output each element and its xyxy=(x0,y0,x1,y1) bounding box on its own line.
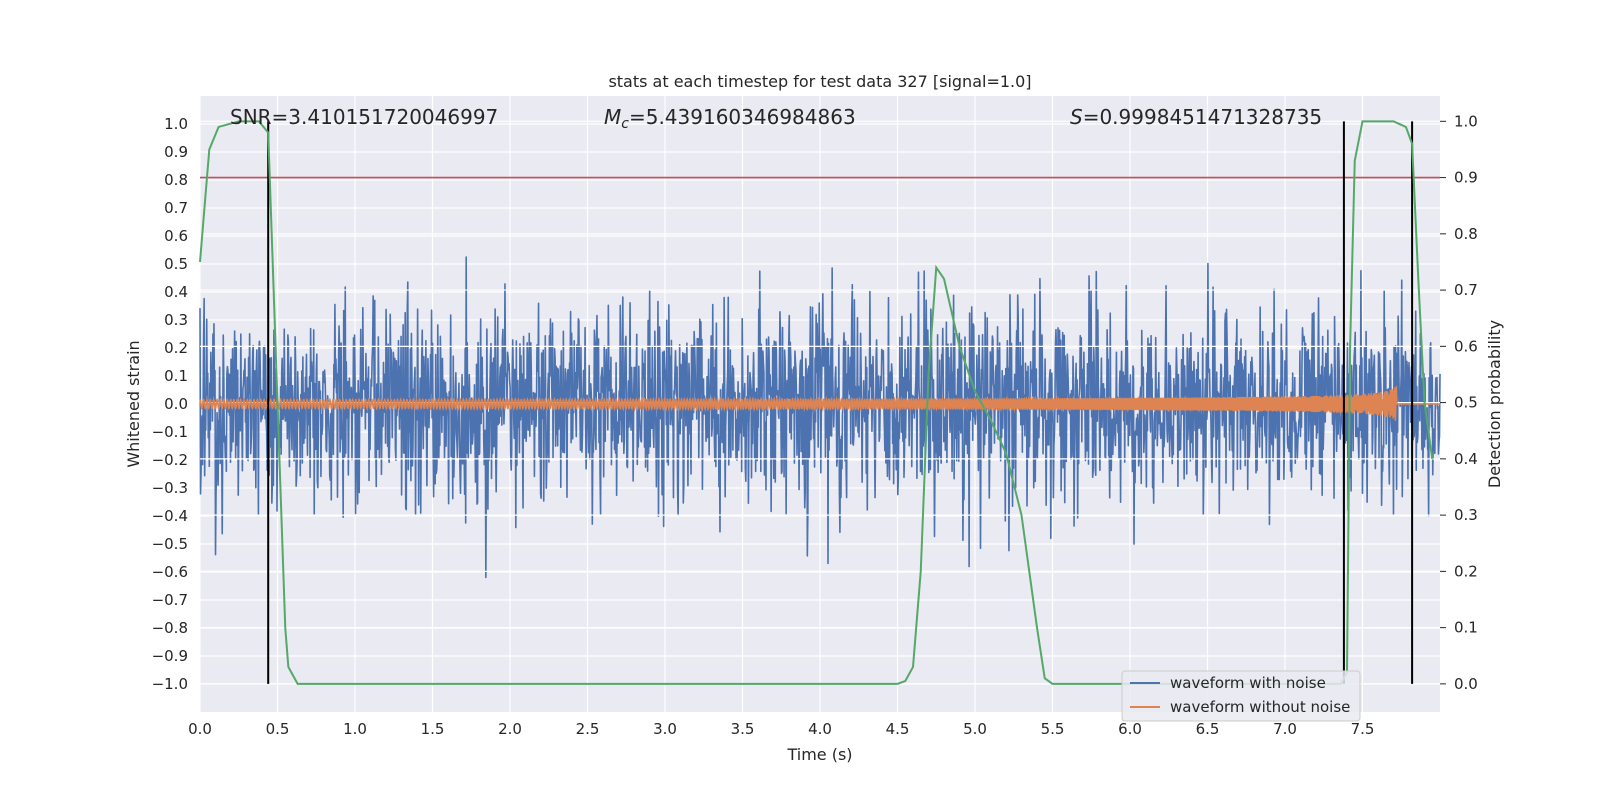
y-tick-label: 0.9 xyxy=(164,143,188,161)
x-tick-label: 4.5 xyxy=(886,720,910,738)
x-tick-label: 3.0 xyxy=(653,720,677,738)
x-tick-label: 7.5 xyxy=(1351,720,1375,738)
y-tick-label: −0.8 xyxy=(152,619,188,637)
y-tick-label: 1.0 xyxy=(164,115,188,133)
x-tick-label: 1.0 xyxy=(343,720,367,738)
x-tick-label: 5.0 xyxy=(963,720,987,738)
legend-box xyxy=(1121,670,1361,722)
right-tick-label: 0.5 xyxy=(1454,394,1478,412)
right-tick-label: 0.8 xyxy=(1454,225,1478,243)
x-tick-label: 5.5 xyxy=(1041,720,1065,738)
y-tick-label: −0.4 xyxy=(152,507,188,525)
legend-label-clean: waveform without noise xyxy=(1170,698,1350,716)
y-tick-label: 0.7 xyxy=(164,199,188,217)
x-axis-label: Time (s) xyxy=(786,745,852,764)
y-tick-label: −0.7 xyxy=(152,591,188,609)
x-axis-ticks: 0.0 0.5 1.0 1.5 2.0 2.5 3.0 3.5 4.0 4.5 5.0 5.5 6.0 6… xyxy=(188,720,1374,738)
y-axis-ticks: 1.0 0.9 0.8 0.7 0.6 0.5 0.4 0.3 0.2 0.1 0.0 −0.1 −0.… xyxy=(152,115,188,693)
right-axis-ticks: 1.0 0.9 0.8 0.7 0.6 0.5 0.4 0.3 0.2 0.1 0.0 xyxy=(1440,112,1478,693)
series-waveform-with-noise xyxy=(199,256,1441,579)
chart-title: stats at each timestep for test data 327… xyxy=(608,72,1031,91)
snr-annotation: SNR=3.410151720046997 xyxy=(230,105,498,129)
y-tick-label: 0.0 xyxy=(164,395,188,413)
y-tick-label: −0.9 xyxy=(152,647,188,665)
x-tick-label: 6.5 xyxy=(1196,720,1220,738)
legend: waveform with noise waveform without noi… xyxy=(1121,670,1361,722)
y-tick-label: 0.8 xyxy=(164,171,188,189)
y-tick-label: 0.4 xyxy=(164,283,188,301)
x-tick-label: 4.0 xyxy=(808,720,832,738)
chirp-mass-subscript: c xyxy=(621,116,629,132)
score-symbol: S xyxy=(1070,105,1083,129)
x-tick-label: 7.0 xyxy=(1273,720,1297,738)
chirp-mass-annotation: Mc=5.439160346984863 xyxy=(604,105,856,132)
right-axis-label: Detection probability xyxy=(1485,320,1504,488)
y-axis-label: Whitened strain xyxy=(124,340,143,467)
chirp-path xyxy=(199,386,1440,421)
y-tick-label: −1.0 xyxy=(152,675,188,693)
series-waveform-without-noise xyxy=(199,386,1440,421)
x-tick-label: 2.5 xyxy=(576,720,600,738)
y-tick-label: −0.3 xyxy=(152,479,188,497)
right-tick-label: 1.0 xyxy=(1454,112,1478,130)
right-tick-label: 0.7 xyxy=(1454,281,1478,299)
y-tick-label: 0.6 xyxy=(164,227,188,245)
right-tick-label: 0.1 xyxy=(1454,619,1478,637)
x-tick-label: 3.5 xyxy=(731,720,755,738)
right-tick-label: 0.0 xyxy=(1454,675,1478,693)
y-tick-label: −0.6 xyxy=(152,563,188,581)
x-tick-label: 6.0 xyxy=(1118,720,1142,738)
chirp-mass-value: =5.439160346984863 xyxy=(629,105,856,129)
x-tick-label: 0.0 xyxy=(188,720,212,738)
y-tick-label: 0.3 xyxy=(164,311,188,329)
score-value: =0.9998451471328735 xyxy=(1083,105,1322,129)
y-tick-label: −0.5 xyxy=(152,535,188,553)
x-tick-label: 0.5 xyxy=(266,720,290,738)
right-tick-label: 0.2 xyxy=(1454,562,1478,580)
x-tick-label: 2.0 xyxy=(498,720,522,738)
x-tick-label: 1.5 xyxy=(421,720,445,738)
right-tick-label: 0.6 xyxy=(1454,337,1478,355)
y-tick-label: 0.2 xyxy=(164,339,188,357)
chirp-mass-symbol: M xyxy=(604,105,621,129)
score-annotation: S=0.9998451471328735 xyxy=(1070,105,1322,129)
series-detection-probability xyxy=(199,120,1434,685)
right-tick-label: 0.4 xyxy=(1454,450,1478,468)
right-tick-label: 0.3 xyxy=(1454,506,1478,524)
probability-path xyxy=(199,120,1434,685)
y-tick-label: −0.1 xyxy=(152,423,188,441)
y-tick-label: 0.1 xyxy=(164,367,188,385)
vertical-markers xyxy=(267,121,1414,684)
right-tick-label: 0.9 xyxy=(1454,169,1478,187)
noise-path xyxy=(199,256,1441,579)
legend-label-noise: waveform with noise xyxy=(1170,674,1326,692)
y-tick-label: 0.5 xyxy=(164,255,188,273)
y-tick-label: −0.2 xyxy=(152,451,188,469)
